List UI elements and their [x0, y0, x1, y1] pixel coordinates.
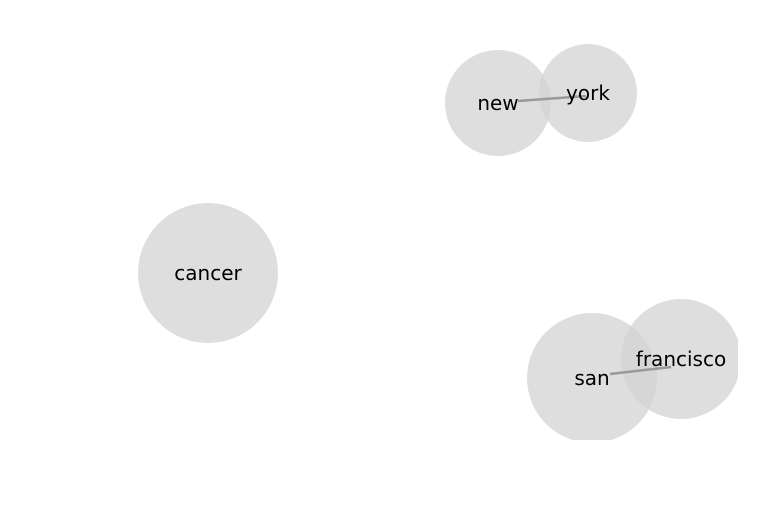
node-francisco	[621, 299, 738, 419]
node-label-cancer: cancer	[174, 261, 242, 285]
node-label-york: york	[566, 81, 610, 105]
node-york	[539, 44, 637, 142]
node-label-new: new	[477, 91, 518, 115]
edges-layer	[517, 94, 672, 376]
edge-new-york	[517, 94, 587, 103]
nodes-layer	[138, 44, 738, 440]
node-label-francisco: francisco	[636, 347, 726, 371]
node-cancer	[138, 203, 278, 343]
plot-area: new york cancer san francisco	[138, 44, 738, 440]
node-label-san: san	[574, 366, 609, 390]
node-new	[445, 50, 551, 156]
labels-layer: new york cancer san francisco	[174, 81, 726, 390]
edge-san-francisco	[609, 365, 672, 376]
